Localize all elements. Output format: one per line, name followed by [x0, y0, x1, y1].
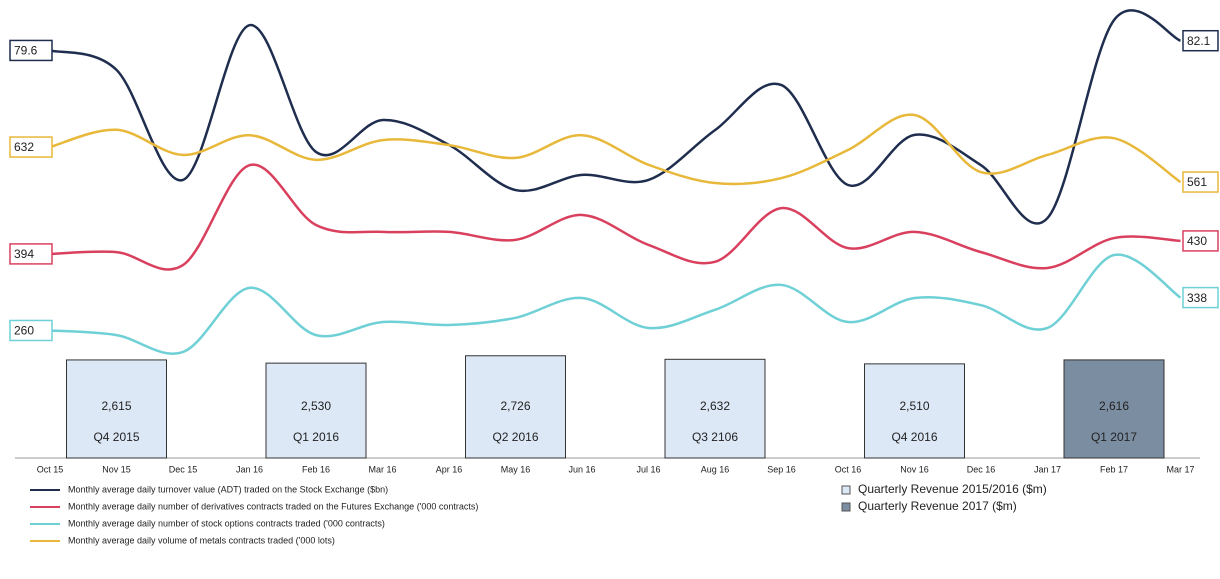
x-tick-label: Sep 16: [767, 464, 796, 474]
legend-label: Monthly average daily number of stock op…: [68, 518, 385, 528]
x-tick-label: Feb 16: [302, 464, 330, 474]
bar-category-label: Q1 2017: [1091, 430, 1137, 444]
x-tick-label: Nov 16: [900, 464, 929, 474]
value-label-box: [9, 319, 53, 342]
bar-category-label: Q3 2106: [692, 430, 738, 444]
x-tick-label: Nov 15: [102, 464, 131, 474]
x-tick-label: Mar 17: [1166, 464, 1194, 474]
value-label: 632: [14, 140, 34, 154]
x-tick-label: Apr 16: [436, 464, 463, 474]
x-tick-label: Jun 16: [568, 464, 595, 474]
bar-category-label: Q4 2015: [93, 430, 139, 444]
legend-swatch: [841, 502, 851, 512]
value-label: 394: [14, 247, 34, 261]
value-label-box: [1182, 29, 1219, 52]
value-label: 338: [1187, 291, 1207, 305]
x-tick-label: Feb 17: [1100, 464, 1128, 474]
value-label-box: [1182, 230, 1219, 252]
series-line: [49, 163, 1181, 271]
bar-category-label: Q2 2016: [492, 430, 538, 444]
legend-label: Monthly average daily volume of metals c…: [68, 535, 335, 545]
x-tick-label: Oct 16: [835, 464, 862, 474]
series-line: [49, 9, 1182, 225]
series-line: [49, 113, 1182, 186]
bar: [66, 359, 167, 459]
value-label: 260: [14, 324, 34, 338]
bar-category-label: Q1 2016: [293, 430, 339, 444]
value-label-box: [1182, 286, 1219, 309]
x-tick-label: Jan 17: [1034, 464, 1061, 474]
bar-value-label: 2,615: [101, 399, 131, 413]
value-label: 561: [1187, 175, 1207, 189]
series-line: [49, 253, 1182, 355]
bar-category-label: Q4 2016: [891, 430, 937, 444]
legend-label: Quarterly Revenue 2015/2016 ($m): [858, 482, 1047, 496]
bar-value-label: 2,616: [1099, 399, 1129, 413]
x-tick-label: Jan 16: [236, 464, 263, 474]
value-label-box: [9, 243, 53, 265]
value-label: 82.1: [1187, 34, 1211, 48]
bar: [265, 362, 367, 459]
value-label-box: [9, 136, 53, 158]
bar: [864, 363, 965, 459]
x-tick-label: Mar 16: [368, 464, 396, 474]
bar: [664, 358, 766, 459]
value-label: 430: [1187, 234, 1207, 248]
value-label-box: [9, 39, 53, 62]
value-label-box: [1182, 171, 1219, 193]
legend-label: Monthly average daily turnover value (AD…: [68, 484, 388, 494]
bar-value-label: 2,530: [301, 399, 331, 413]
bar-value-label: 2,726: [500, 399, 530, 413]
x-tick-label: Aug 16: [701, 464, 730, 474]
x-tick-label: May 16: [501, 464, 531, 474]
x-tick-label: Dec 16: [967, 464, 996, 474]
bar-value-label: 2,632: [700, 399, 730, 413]
legend-swatch: [841, 485, 851, 495]
x-tick-label: Oct 15: [37, 464, 64, 474]
bar: [1063, 359, 1165, 459]
x-tick-label: Jul 16: [636, 464, 660, 474]
x-tick-label: Dec 15: [169, 464, 198, 474]
value-label: 79.6: [14, 44, 38, 58]
legend-label: Monthly average daily number of derivati…: [68, 501, 478, 511]
bar: [465, 355, 566, 459]
legend-label: Quarterly Revenue 2017 ($m): [858, 499, 1017, 513]
bar-value-label: 2,510: [899, 399, 929, 413]
